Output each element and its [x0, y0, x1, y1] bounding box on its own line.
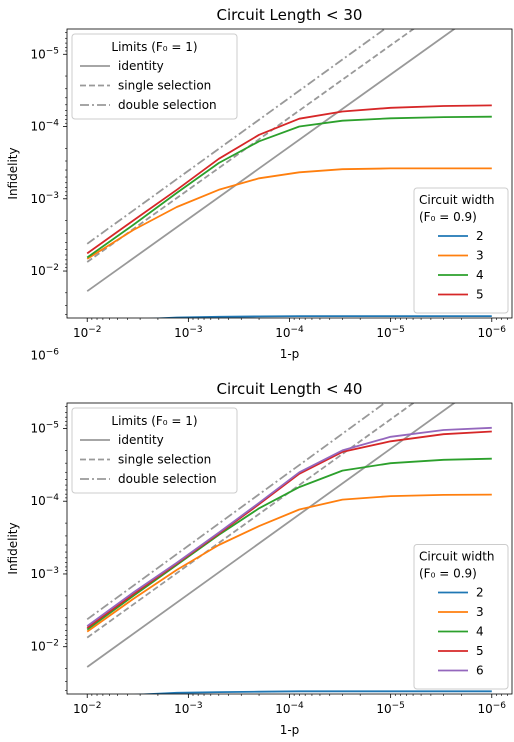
- chart-panel-1: Circuit Length < 30 1-p Infidelity Limits (…: [6, 6, 513, 361]
- chart-title: Circuit Length < 40: [217, 380, 363, 398]
- y-tick-label: 10−5: [30, 420, 59, 435]
- limits-legend-label: double selection: [118, 472, 217, 486]
- width-legend-label: 5: [476, 644, 484, 658]
- series-line-width-3: [86, 493, 492, 633]
- y-tick-label: 10−2: [30, 263, 59, 278]
- x-axis-label: 1-p: [280, 723, 300, 737]
- width-legend-label: 2: [476, 586, 484, 600]
- width-legend-box: [413, 187, 509, 314]
- x-tick-label: 10−3: [174, 701, 203, 716]
- limit-line-single-selection: [86, 403, 415, 639]
- width-legend-box: [413, 544, 509, 690]
- width-legend-label: 4: [476, 268, 484, 282]
- x-axis-label: 1-p: [280, 347, 300, 361]
- series-line-width-2: [147, 315, 492, 318]
- series-line-width-4: [86, 115, 492, 259]
- limits-legend-box: [71, 33, 238, 120]
- x-tick-label: 10−5: [376, 701, 405, 716]
- y-axis-label: Infidelity: [6, 522, 20, 574]
- limit-line-identity: [86, 403, 456, 668]
- y-tick-label: 10−4: [30, 493, 59, 508]
- limits-legend-label: identity: [118, 433, 164, 447]
- series-line-width-5: [86, 104, 492, 255]
- y-tick-label: 10−3: [30, 566, 59, 581]
- y-tick-label: 10−5: [30, 46, 59, 61]
- limit-line-double-selection: [86, 403, 387, 621]
- limits-legend-box: [71, 407, 238, 494]
- y-tick-label: 10−3: [30, 191, 59, 206]
- x-tick-label: 10−3: [174, 325, 203, 340]
- chart-title: Circuit Length < 30: [217, 6, 363, 24]
- width-legend-label: 4: [476, 625, 484, 639]
- chart-panel-2: Circuit Length < 40 1-p Infidelity Limits (…: [6, 380, 513, 737]
- plot-area: [86, 403, 492, 694]
- y-axis-label: Infidelity: [6, 147, 20, 199]
- limits-legend-label: single selection: [118, 453, 211, 467]
- limit-line-single-selection: [86, 29, 415, 263]
- width-legend-subtitle: (F₀ = 0.9): [419, 210, 477, 224]
- series-line-width-4: [86, 457, 492, 631]
- x-tick-label: 10−4: [275, 701, 304, 716]
- y-tick-label: 10−6: [30, 348, 59, 363]
- series-line-width-6: [86, 426, 492, 627]
- width-legend-label: 3: [476, 249, 484, 263]
- x-tick-label: 10−2: [73, 701, 102, 716]
- width-legend-subtitle: (F₀ = 0.9): [419, 567, 477, 581]
- limits-legend-title: Limits (F₀ = 1): [111, 40, 197, 54]
- plot-area: [86, 29, 492, 318]
- width-legend-label: 2: [476, 229, 484, 243]
- y-tick-label: 10−2: [30, 639, 59, 654]
- x-tick-label: 10−6: [477, 701, 506, 716]
- x-tick-label: 10−4: [275, 325, 304, 340]
- width-legend-title: Circuit width: [419, 193, 495, 207]
- x-tick-label: 10−2: [73, 325, 102, 340]
- series-line-width-3: [86, 167, 492, 260]
- series-line-width-5: [86, 430, 492, 629]
- width-legend-title: Circuit width: [419, 550, 495, 564]
- limits-legend-label: double selection: [118, 98, 217, 112]
- x-tick-label: 10−6: [477, 325, 506, 340]
- limit-line-identity: [86, 29, 456, 292]
- x-tick-label: 10−5: [376, 325, 405, 340]
- width-legend-label: 3: [476, 605, 484, 619]
- limits-legend-label: identity: [118, 59, 164, 73]
- limits-legend-title: Limits (F₀ = 1): [111, 414, 197, 428]
- width-legend-label: 6: [476, 664, 484, 678]
- width-legend-label: 5: [476, 288, 484, 302]
- y-tick-label: 10−4: [30, 119, 59, 134]
- limits-legend-label: single selection: [118, 79, 211, 93]
